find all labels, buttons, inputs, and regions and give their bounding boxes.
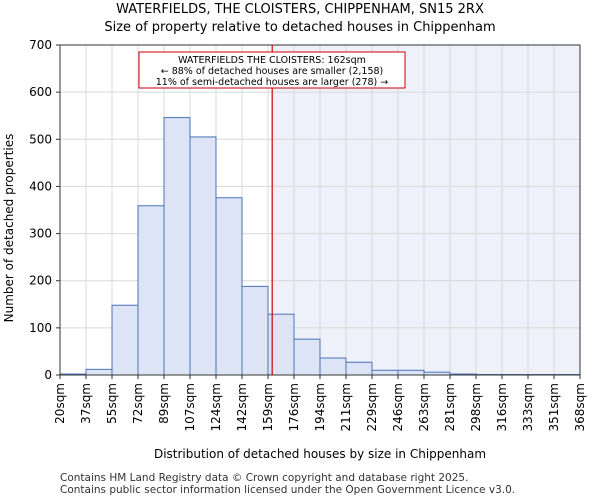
x-tick-label: 37sqm [79,383,93,424]
x-tick-label: 107sqm [183,383,197,431]
x-tick-label: 72sqm [131,383,145,424]
y-tick-label: 400 [29,179,52,193]
y-tick-label: 100 [29,321,52,335]
x-tick-label: 281sqm [443,383,457,431]
annotation-line: ← 88% of detached houses are smaller (2,… [161,66,384,77]
y-tick-label: 300 [29,227,52,241]
y-axis-label: Number of detached properties [2,134,16,323]
histogram-bar [319,357,347,376]
x-tick-label: 194sqm [313,383,327,431]
histogram-bar [293,338,321,376]
histogram-bar [163,117,191,376]
x-tick-label: 333sqm [521,383,535,431]
y-tick-label: 200 [29,274,52,288]
chart-subtitle: Size of property relative to detached ho… [104,20,496,35]
histogram-bar [371,369,399,376]
histogram-bar [345,361,373,376]
histogram-chart: 0 100 200 300 400 500 600 700 20sqm 37sqm 55sqm 72s… [2,38,587,461]
y-tick-label: 700 [29,38,52,52]
x-tick-label: 351sqm [547,383,561,431]
x-tick-label: 368sqm [573,383,587,431]
histogram-bar [397,369,425,376]
x-tick-label: 20sqm [53,383,67,424]
x-tick-label: 246sqm [391,383,405,431]
annotation-line: WATERFIELDS THE CLOISTERS: 162sqm [178,55,366,66]
x-tick-label: 316sqm [495,383,509,431]
x-tick-label: 298sqm [469,383,483,431]
y-tick-label: 600 [29,85,52,99]
footer-line-1: Contains HM Land Registry data © Crown c… [60,472,469,484]
annotation-box [138,51,406,89]
x-tick-label: 159sqm [261,383,275,431]
histogram-bar [111,304,139,376]
x-tick-label: 124sqm [209,383,223,431]
x-tick-label: 229sqm [365,383,379,431]
x-axis-label: Distribution of detached houses by size … [154,447,486,461]
annotation-line: 11% of semi-detached houses are larger (… [156,77,389,88]
x-tick-label: 176sqm [287,383,301,431]
y-tick-label: 0 [44,368,52,382]
y-tick-label: 500 [29,132,52,146]
chart-title: WATERFIELDS, THE CLOISTERS, CHIPPENHAM, … [116,2,484,17]
histogram-bar [189,136,217,376]
histogram-bar [215,197,243,376]
x-tick-label: 142sqm [235,383,249,431]
footer-line-2: Contains public sector information licen… [60,484,516,496]
x-tick-label: 89sqm [157,383,171,424]
larger-region-shade [272,45,580,375]
x-tick-label: 211sqm [339,383,353,431]
x-tick-label: 263sqm [417,383,431,431]
x-tick-label: 55sqm [105,383,119,424]
histogram-bar [85,368,113,376]
histogram-bar [241,285,269,376]
histogram-bar [137,205,165,376]
